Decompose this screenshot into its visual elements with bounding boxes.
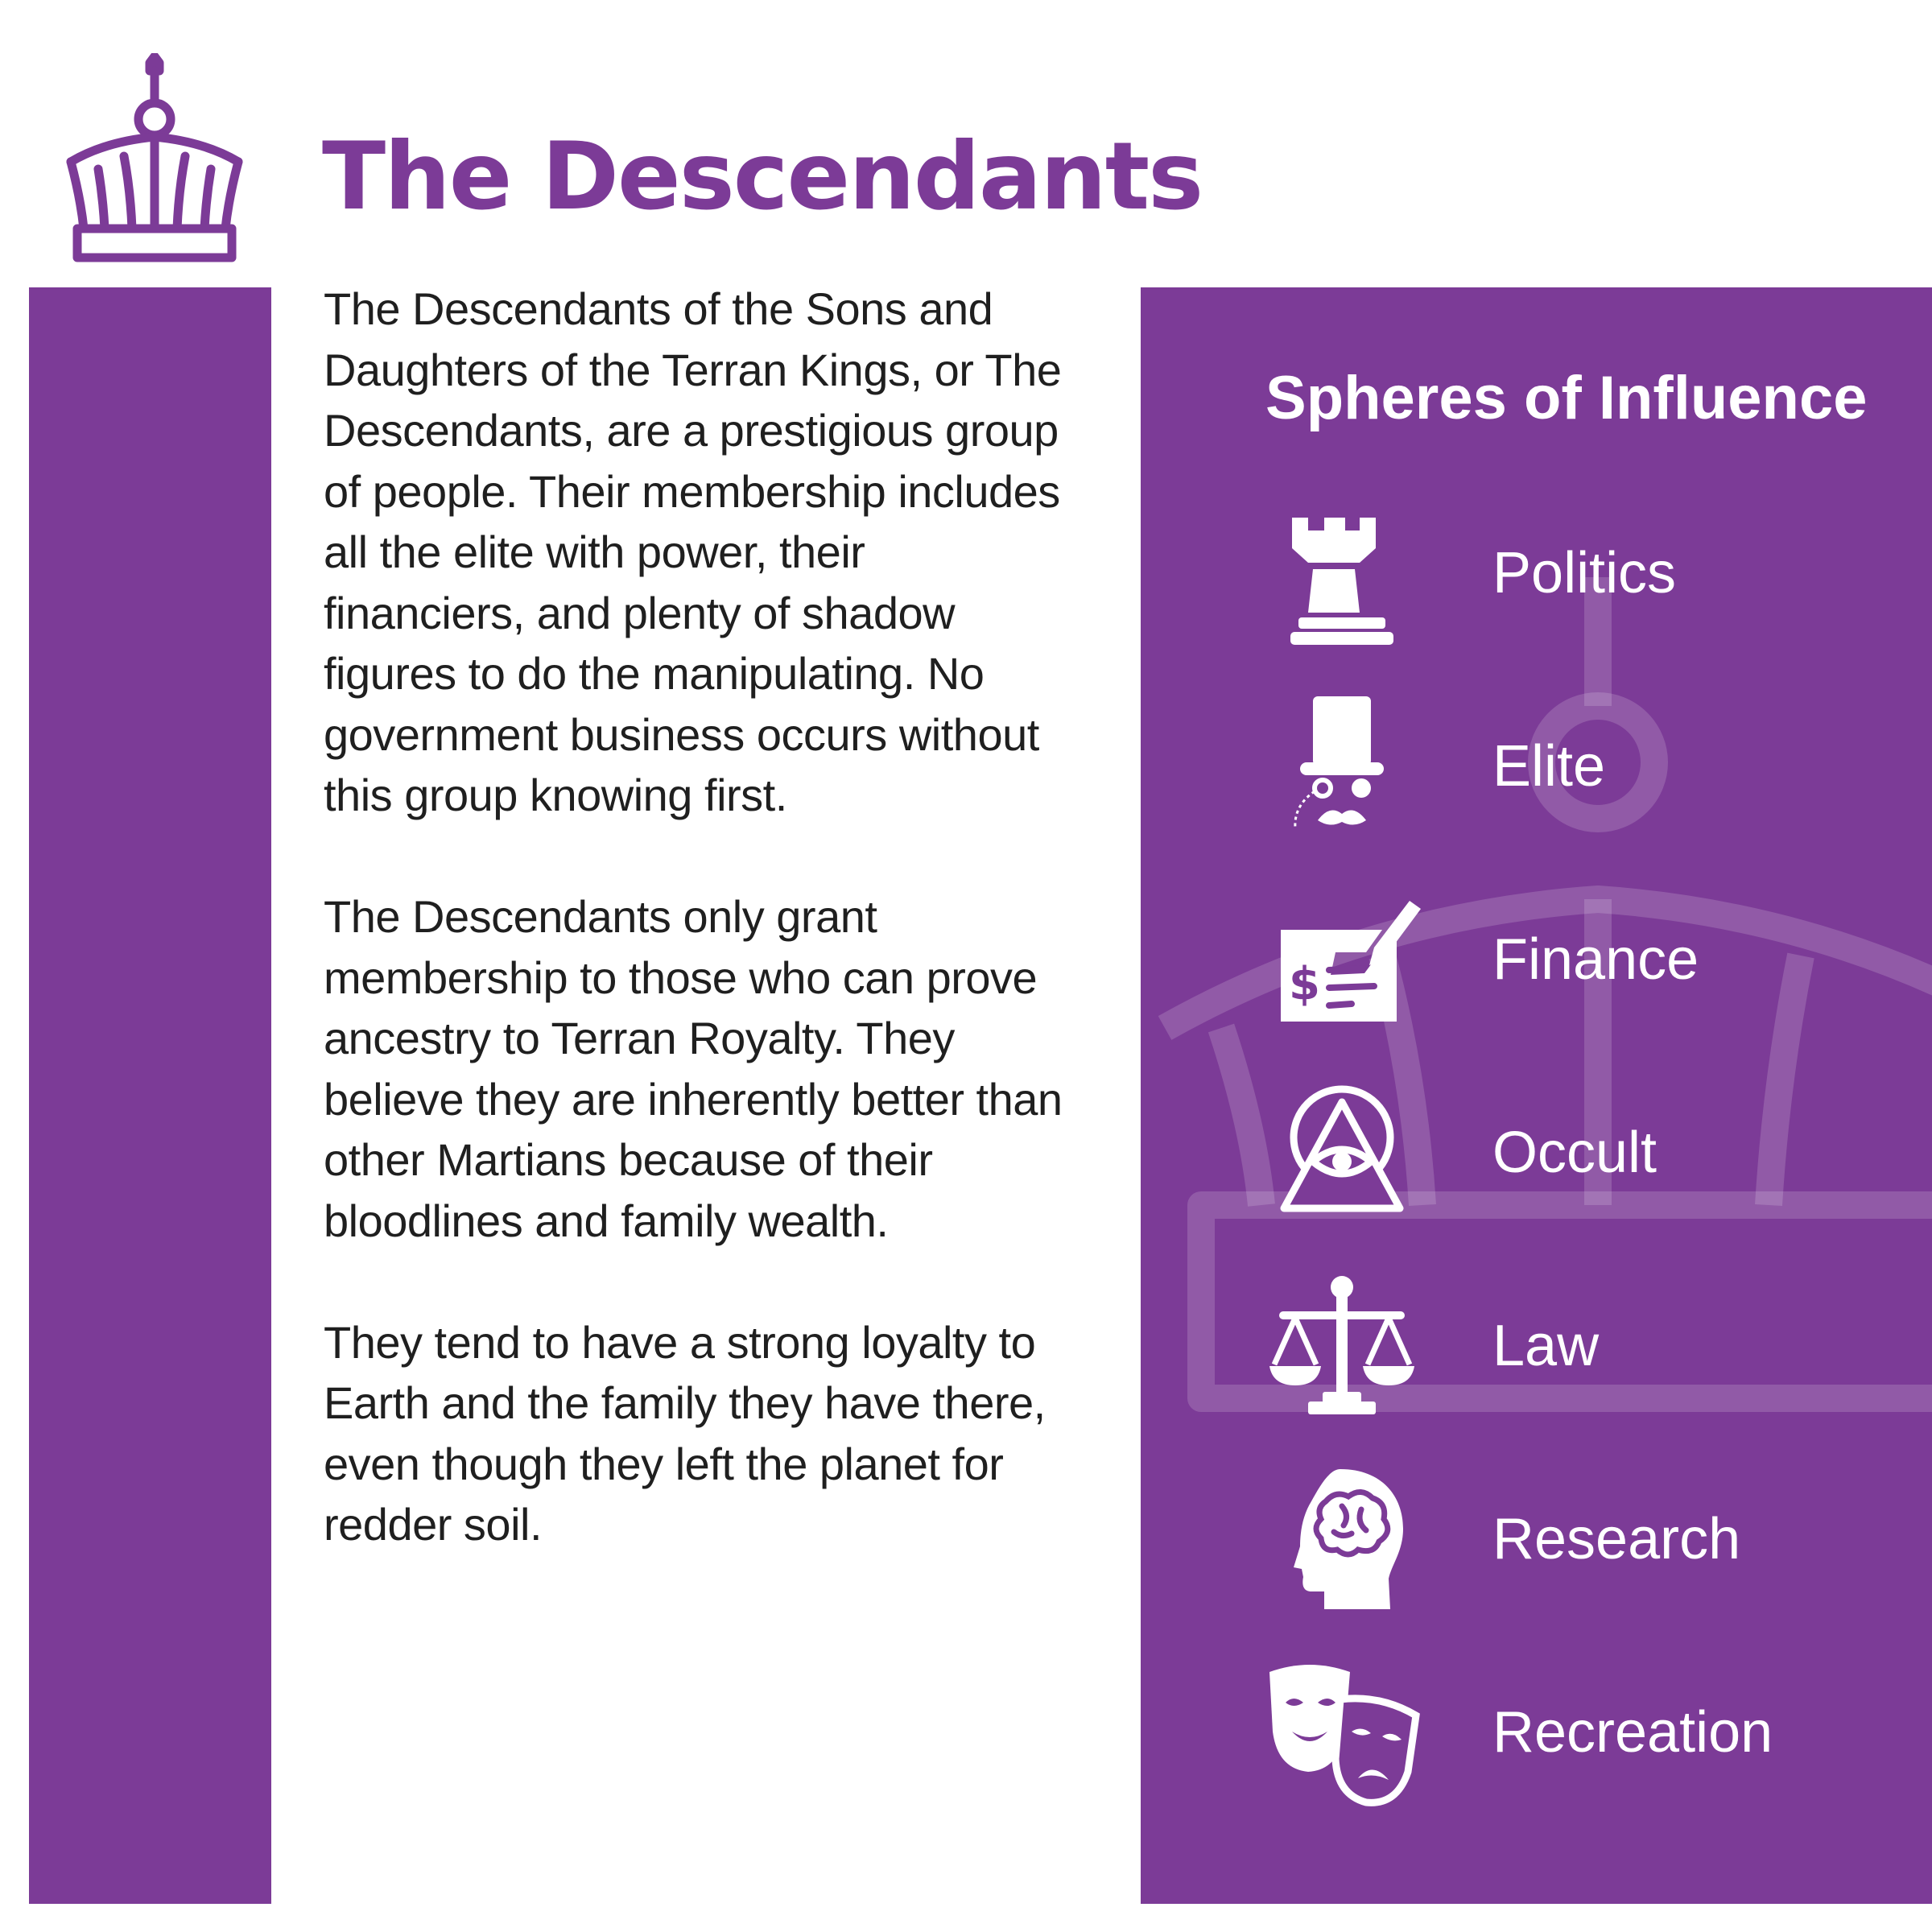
- sphere-label: Recreation: [1492, 1700, 1773, 1765]
- spheres-title: Spheres of Influence: [1265, 364, 1868, 432]
- description: The Descendants of the Sons and Daughter…: [324, 279, 1076, 1616]
- check-signing-icon: $: [1281, 901, 1421, 1022]
- sphere-law: Law: [1141, 1265, 1932, 1426]
- sphere-recreation: Recreation: [1141, 1651, 1932, 1812]
- sphere-elite: Elite: [1141, 685, 1932, 846]
- sphere-politics: Politics: [1141, 492, 1932, 653]
- eye-pyramid-icon: [1280, 1085, 1404, 1212]
- sphere-label: Finance: [1492, 927, 1699, 992]
- sphere-occult: Occult: [1141, 1071, 1932, 1232]
- sphere-label: Occult: [1492, 1121, 1657, 1185]
- page-title: The Descendants: [322, 122, 1203, 231]
- sphere-label: Law: [1492, 1314, 1600, 1378]
- theater-masks-icon: [1269, 1665, 1420, 1806]
- head-brain-icon: [1294, 1469, 1403, 1609]
- chess-rook-icon: [1290, 518, 1393, 645]
- left-accent-bar: [29, 287, 271, 1904]
- scales-of-justice-icon: [1269, 1276, 1414, 1414]
- sphere-research: Research: [1141, 1458, 1932, 1619]
- paragraph-2: The Descendants only grant membership to…: [324, 891, 1063, 1246]
- spheres-panel: Spheres of Influence Politics Elite: [1141, 287, 1932, 1904]
- sphere-label: Research: [1492, 1507, 1741, 1571]
- svg-text:$: $: [1289, 958, 1320, 1010]
- top-hat-gentleman-icon: [1294, 696, 1384, 829]
- paragraph-1: The Descendants of the Sons and Daughter…: [324, 283, 1062, 820]
- crown-icon: [66, 53, 243, 262]
- sphere-label: Elite: [1492, 734, 1606, 799]
- paragraph-3: They tend to have a strong loyalty to Ea…: [324, 1316, 1046, 1550]
- sphere-finance: $ Finance: [1141, 878, 1932, 1039]
- sphere-label: Politics: [1492, 541, 1677, 605]
